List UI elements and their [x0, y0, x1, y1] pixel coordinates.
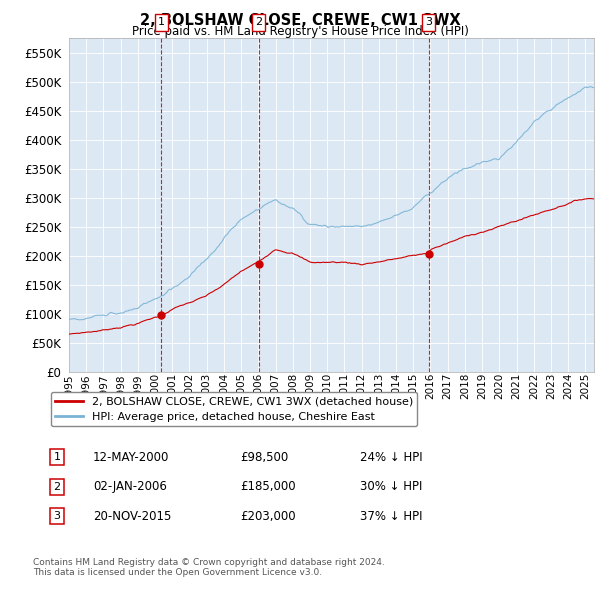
Text: 12-MAY-2000: 12-MAY-2000	[93, 451, 169, 464]
Text: £98,500: £98,500	[240, 451, 288, 464]
Text: 24% ↓ HPI: 24% ↓ HPI	[360, 451, 422, 464]
Text: 2, BOLSHAW CLOSE, CREWE, CW1 3WX: 2, BOLSHAW CLOSE, CREWE, CW1 3WX	[140, 13, 460, 28]
Text: 02-JAN-2006: 02-JAN-2006	[93, 480, 167, 493]
Text: 3: 3	[53, 512, 61, 521]
Text: 3: 3	[425, 18, 432, 27]
Legend: 2, BOLSHAW CLOSE, CREWE, CW1 3WX (detached house), HPI: Average price, detached : 2, BOLSHAW CLOSE, CREWE, CW1 3WX (detach…	[50, 392, 418, 427]
Text: 2: 2	[255, 18, 262, 27]
Text: £185,000: £185,000	[240, 480, 296, 493]
Text: 30% ↓ HPI: 30% ↓ HPI	[360, 480, 422, 493]
Text: 2: 2	[53, 482, 61, 491]
Text: £203,000: £203,000	[240, 510, 296, 523]
Text: Price paid vs. HM Land Registry's House Price Index (HPI): Price paid vs. HM Land Registry's House …	[131, 25, 469, 38]
Text: Contains HM Land Registry data © Crown copyright and database right 2024.
This d: Contains HM Land Registry data © Crown c…	[33, 558, 385, 577]
Text: 1: 1	[158, 18, 165, 27]
Text: 1: 1	[53, 453, 61, 462]
Text: 20-NOV-2015: 20-NOV-2015	[93, 510, 172, 523]
Text: 37% ↓ HPI: 37% ↓ HPI	[360, 510, 422, 523]
